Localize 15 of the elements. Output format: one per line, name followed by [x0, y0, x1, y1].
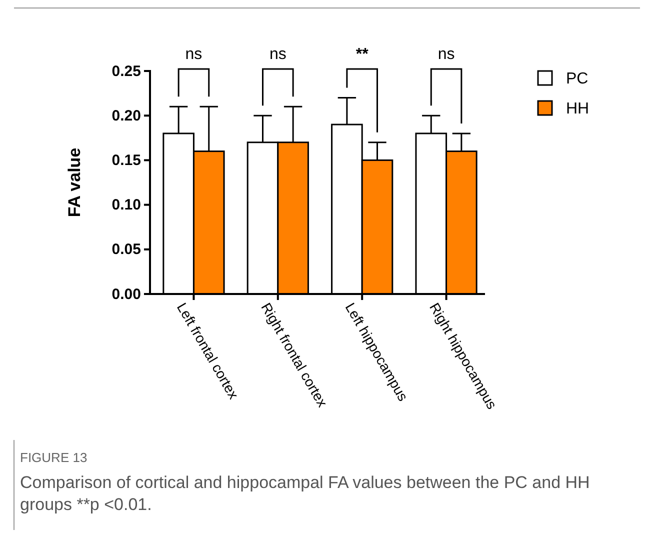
y-axis-title: FA value: [65, 148, 84, 218]
text: ns: [185, 46, 202, 63]
y-tick-label: 0.15: [112, 152, 141, 169]
legend-label: PC: [566, 70, 588, 88]
text: Comparison of cortical and hippocampal FA values between the PC and HH groups **p <0.01.: [20, 473, 590, 514]
y-tick-label: 0.20: [112, 107, 141, 124]
y-tick-label: 0.10: [112, 196, 141, 214]
legend-label: HH: [566, 100, 590, 118]
text: ns: [269, 46, 286, 63]
y-tick-label: 0.00: [112, 286, 141, 303]
caption: FIGURE 13: [20, 450, 88, 465]
y-tick-label: 0.05: [112, 241, 141, 258]
text: ns: [438, 46, 455, 63]
text: **: [356, 46, 370, 63]
y-tick-label: 0.25: [112, 62, 141, 80]
